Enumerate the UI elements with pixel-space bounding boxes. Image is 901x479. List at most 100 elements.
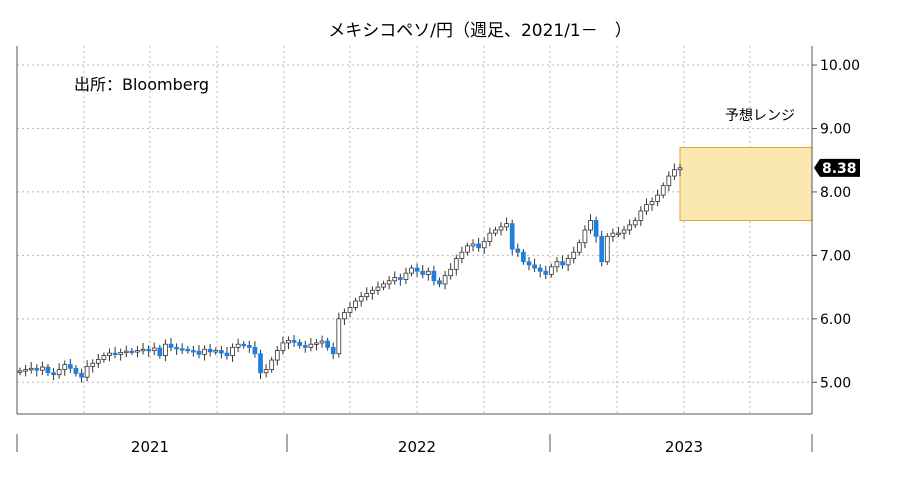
candle-body	[532, 264, 537, 269]
candle-body	[504, 223, 509, 228]
candle-body	[476, 243, 482, 249]
candle-body	[235, 343, 241, 348]
candle-body	[319, 340, 325, 344]
candle-body	[465, 245, 470, 253]
candle-body	[582, 229, 588, 244]
candle-body	[543, 270, 549, 275]
candle-body	[191, 350, 196, 353]
candle-body	[386, 280, 392, 285]
candle-body	[342, 312, 347, 320]
candle-body	[308, 343, 314, 348]
candle-body	[364, 293, 370, 298]
candle-body	[280, 342, 286, 351]
candle-body	[84, 366, 90, 378]
candle-body	[560, 261, 565, 266]
candle-body	[107, 352, 112, 357]
candle-body	[123, 350, 129, 354]
candle-body	[252, 346, 258, 355]
candle-body	[325, 340, 330, 348]
x-year-label: 2022	[398, 438, 436, 456]
candle-body	[588, 220, 593, 231]
candle-body	[314, 342, 319, 345]
candle-body	[269, 359, 275, 370]
y-tick-label: 8.00	[820, 185, 851, 201]
candle-body	[230, 346, 235, 357]
x-year-label: 2021	[131, 438, 169, 456]
y-tick-label: 9.00	[820, 121, 851, 137]
candle-body	[163, 343, 168, 357]
candle-body	[616, 232, 621, 236]
candle-body	[353, 300, 358, 308]
labels: 5.00 6.00 7.00 8.00 9.00 10.00 2021 2022 2023 8.3…	[131, 58, 860, 456]
y-tick-label: 5.00	[820, 375, 851, 391]
candle-body	[241, 343, 247, 347]
candle-body	[135, 350, 140, 353]
candle-body	[17, 370, 23, 373]
candle-body	[599, 235, 605, 263]
candle-body	[672, 169, 677, 177]
candle-body	[56, 369, 62, 376]
candle-body	[666, 175, 672, 186]
candle-body	[403, 272, 409, 280]
candle-body	[95, 359, 101, 364]
candle-body	[23, 369, 28, 372]
candle-body	[604, 235, 610, 263]
candle-body	[537, 267, 543, 272]
candle-body	[442, 275, 448, 285]
candle-body	[179, 348, 185, 351]
candle-body	[431, 270, 437, 282]
candle-body	[627, 224, 633, 231]
candle-body	[677, 167, 683, 171]
forecast-range-label: 予想レンジ	[725, 108, 795, 124]
last-value-label: 8.38	[822, 161, 857, 177]
candle-body	[481, 241, 487, 249]
candle-body	[274, 350, 280, 361]
candle-body	[174, 346, 179, 350]
candle-body	[151, 347, 157, 351]
candle-body	[632, 220, 638, 226]
candle-body	[218, 350, 224, 354]
candle-body	[79, 372, 84, 378]
candle-body	[392, 277, 398, 282]
candle-body	[146, 348, 152, 352]
candle-body	[51, 372, 56, 376]
source-note: 出所：Bloomberg	[74, 75, 209, 94]
candle-body	[302, 345, 308, 348]
candle-body	[28, 367, 34, 371]
candle-body	[571, 251, 577, 259]
candle-body	[286, 339, 291, 344]
candle-body	[621, 229, 627, 234]
candle-body	[297, 341, 303, 346]
gridlines	[16, 46, 812, 414]
candle-body	[649, 201, 655, 206]
candle-body	[246, 345, 252, 348]
y-tick-label: 10.00	[820, 58, 860, 74]
candle-body	[358, 296, 364, 302]
candle-body	[409, 267, 414, 274]
candle-body	[67, 364, 73, 369]
candle-body	[655, 194, 660, 202]
x-year-label: 2023	[665, 438, 703, 456]
candle-body	[459, 251, 465, 259]
candle-body	[330, 346, 336, 355]
candle-body	[425, 270, 431, 275]
candle-body	[101, 355, 107, 360]
candle-body	[207, 348, 213, 353]
candle-body	[576, 242, 582, 253]
chart-title: メキシコペソ/円（週足、2021/1－ ）	[328, 21, 632, 41]
candles-layer	[17, 163, 683, 383]
last-value-tag	[814, 158, 860, 177]
candle-body	[157, 347, 163, 357]
candle-body	[470, 243, 476, 247]
candle-body	[638, 210, 644, 221]
candle-body	[90, 362, 96, 367]
candle-body	[73, 367, 79, 374]
candle-body	[381, 283, 386, 288]
candle-body	[112, 352, 118, 355]
forecast-range-layer	[679, 147, 813, 221]
candle-body	[140, 348, 146, 352]
candle-body	[493, 229, 498, 234]
candle-body	[224, 352, 230, 357]
candle-body	[202, 348, 207, 355]
